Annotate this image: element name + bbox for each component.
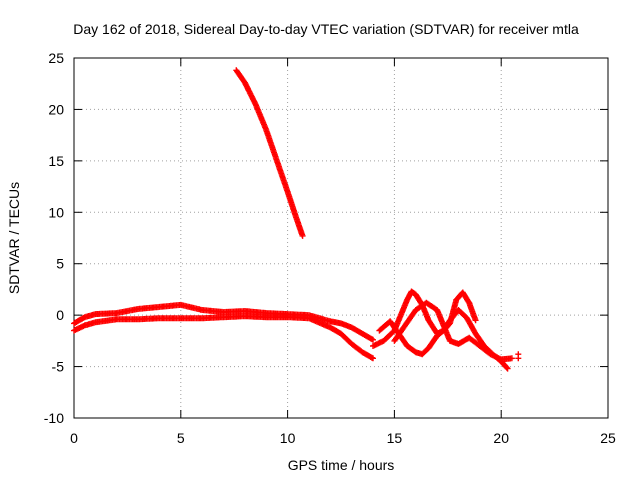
y-tick-label: 15 (48, 153, 64, 169)
data-point (370, 355, 376, 362)
x-tick-label: 5 (177, 430, 185, 446)
data-points (71, 67, 522, 372)
grid-lines (74, 58, 608, 418)
y-tick-label: 0 (56, 307, 64, 323)
x-tick-label: 15 (387, 430, 403, 446)
data-point (299, 232, 306, 239)
data-series (370, 288, 511, 372)
data-point (504, 365, 511, 372)
data-point (503, 364, 510, 371)
y-tick-label: 5 (56, 256, 64, 272)
data-point (472, 317, 479, 324)
x-tick-label: 20 (493, 430, 509, 446)
y-tick-label: 20 (48, 101, 64, 117)
y-tick-label: -5 (52, 359, 65, 375)
x-tick-label: 10 (280, 430, 296, 446)
y-tick-labels: -10 -5 0 5 10 15 20 25 (44, 50, 64, 426)
chart-title: Day 162 of 2018, Sidereal Day-to-day VTE… (73, 21, 579, 37)
data-series (71, 313, 376, 362)
y-tick-label: 25 (48, 50, 64, 66)
data-series (391, 299, 515, 363)
y-axis-title: SDTVAR / TECUs (6, 182, 22, 294)
data-series (515, 351, 522, 362)
y-tick-label: 10 (48, 204, 64, 220)
data-point (370, 336, 376, 343)
data-series (71, 301, 376, 343)
x-tick-label: 25 (600, 430, 616, 446)
data-series (233, 67, 306, 239)
x-axis-title: GPS time / hours (288, 457, 395, 473)
axis-ticks (73, 57, 609, 419)
data-point (515, 355, 522, 362)
plot-frame (73, 57, 609, 419)
y-tick-label: -10 (44, 410, 64, 426)
x-tick-labels: 0 5 10 15 20 25 (70, 430, 616, 446)
data-point (508, 355, 515, 362)
x-tick-label: 0 (70, 430, 78, 446)
